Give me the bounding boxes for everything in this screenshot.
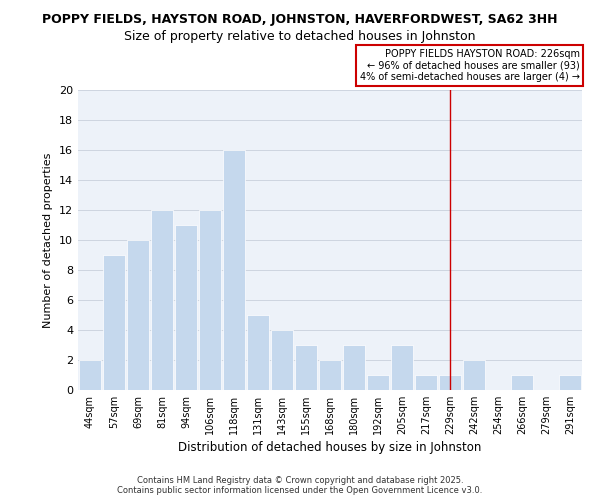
Bar: [559, 375, 581, 390]
Bar: [463, 360, 485, 390]
Bar: [343, 345, 365, 390]
X-axis label: Distribution of detached houses by size in Johnston: Distribution of detached houses by size …: [178, 441, 482, 454]
Bar: [319, 360, 341, 390]
Bar: [439, 375, 461, 390]
Bar: [175, 225, 197, 390]
Bar: [79, 360, 101, 390]
Bar: [511, 375, 533, 390]
Text: Size of property relative to detached houses in Johnston: Size of property relative to detached ho…: [124, 30, 476, 43]
Bar: [415, 375, 437, 390]
Bar: [247, 315, 269, 390]
Bar: [151, 210, 173, 390]
Text: POPPY FIELDS HAYSTON ROAD: 226sqm
← 96% of detached houses are smaller (93)
4% o: POPPY FIELDS HAYSTON ROAD: 226sqm ← 96% …: [359, 50, 580, 82]
Text: POPPY FIELDS, HAYSTON ROAD, JOHNSTON, HAVERFORDWEST, SA62 3HH: POPPY FIELDS, HAYSTON ROAD, JOHNSTON, HA…: [42, 12, 558, 26]
Bar: [295, 345, 317, 390]
Bar: [223, 150, 245, 390]
Bar: [127, 240, 149, 390]
Text: Contains HM Land Registry data © Crown copyright and database right 2025.: Contains HM Land Registry data © Crown c…: [137, 476, 463, 485]
Bar: [391, 345, 413, 390]
Bar: [199, 210, 221, 390]
Text: Contains public sector information licensed under the Open Government Licence v3: Contains public sector information licen…: [118, 486, 482, 495]
Bar: [367, 375, 389, 390]
Bar: [103, 255, 125, 390]
Y-axis label: Number of detached properties: Number of detached properties: [43, 152, 53, 328]
Bar: [271, 330, 293, 390]
